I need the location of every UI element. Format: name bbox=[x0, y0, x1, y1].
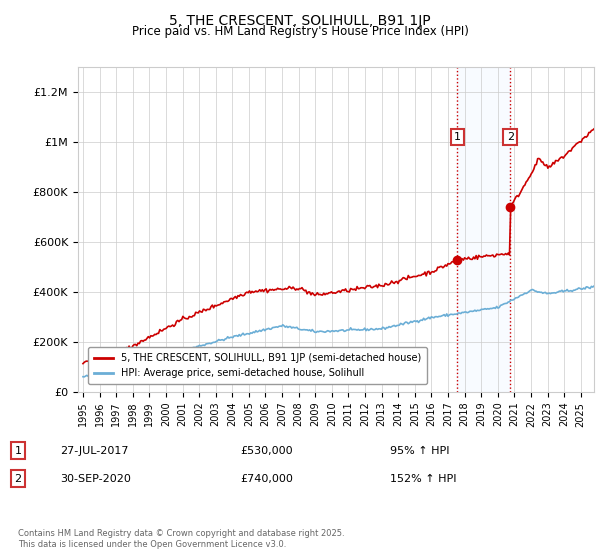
Bar bbox=[457, 67, 510, 392]
Text: 30-SEP-2020: 30-SEP-2020 bbox=[60, 474, 131, 484]
Text: 95% ↑ HPI: 95% ↑ HPI bbox=[390, 446, 449, 456]
Legend: 5, THE CRESCENT, SOLIHULL, B91 1JP (semi-detached house), HPI: Average price, se: 5, THE CRESCENT, SOLIHULL, B91 1JP (semi… bbox=[88, 347, 427, 384]
Text: 5, THE CRESCENT, SOLIHULL, B91 1JP: 5, THE CRESCENT, SOLIHULL, B91 1JP bbox=[169, 14, 431, 28]
Text: 2: 2 bbox=[506, 132, 514, 142]
Text: Contains HM Land Registry data © Crown copyright and database right 2025.
This d: Contains HM Land Registry data © Crown c… bbox=[18, 529, 344, 549]
Text: Price paid vs. HM Land Registry's House Price Index (HPI): Price paid vs. HM Land Registry's House … bbox=[131, 25, 469, 38]
Text: £530,000: £530,000 bbox=[240, 446, 293, 456]
Text: 2: 2 bbox=[14, 474, 22, 484]
Text: 152% ↑ HPI: 152% ↑ HPI bbox=[390, 474, 457, 484]
Text: 27-JUL-2017: 27-JUL-2017 bbox=[60, 446, 128, 456]
Text: 1: 1 bbox=[14, 446, 22, 456]
Text: £740,000: £740,000 bbox=[240, 474, 293, 484]
Text: 1: 1 bbox=[454, 132, 461, 142]
